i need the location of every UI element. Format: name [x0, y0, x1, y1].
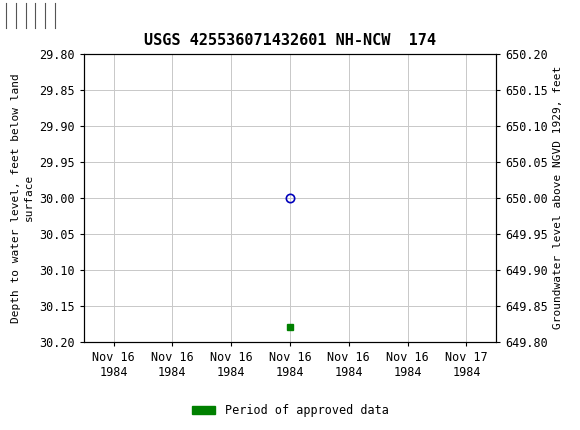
FancyBboxPatch shape	[6, 3, 55, 28]
Legend: Period of approved data: Period of approved data	[187, 399, 393, 422]
Y-axis label: Groundwater level above NGVD 1929, feet: Groundwater level above NGVD 1929, feet	[553, 66, 563, 329]
Text: USGS: USGS	[70, 6, 113, 25]
Y-axis label: Depth to water level, feet below land
surface: Depth to water level, feet below land su…	[10, 73, 34, 322]
Title: USGS 425536071432601 NH-NCW  174: USGS 425536071432601 NH-NCW 174	[144, 34, 436, 49]
